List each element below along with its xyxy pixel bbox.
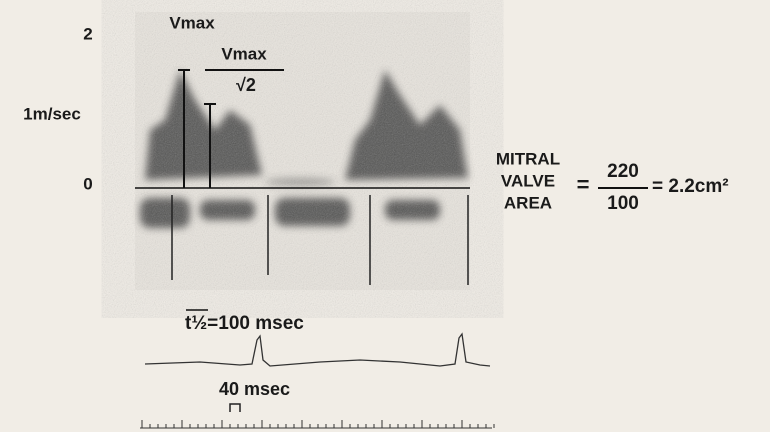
axis-label: 1m/sec bbox=[23, 104, 81, 123]
axis-label: 0 bbox=[83, 174, 92, 193]
half-time: t½=100 msec bbox=[185, 313, 304, 334]
mitral-label: VALVE bbox=[501, 171, 555, 190]
fraction-denominator: √2 bbox=[236, 75, 256, 95]
time-scale: 40 msec bbox=[219, 379, 290, 399]
area-denominator: 100 bbox=[607, 193, 639, 214]
doppler-image bbox=[135, 12, 470, 290]
area-result: = 2.2cm² bbox=[652, 176, 729, 197]
figure: 2 1m/sec 0 Vmax Vmax √2 MITRAL VALVE ARE… bbox=[0, 0, 770, 432]
area-numerator: 220 bbox=[607, 161, 639, 182]
axis-label: 2 bbox=[83, 24, 92, 43]
equals: = bbox=[577, 172, 590, 197]
mitral-label: MITRAL bbox=[496, 149, 560, 168]
vmax-label: Vmax bbox=[169, 13, 215, 32]
mitral-label: AREA bbox=[504, 193, 552, 212]
fraction-numerator: Vmax bbox=[221, 44, 267, 63]
